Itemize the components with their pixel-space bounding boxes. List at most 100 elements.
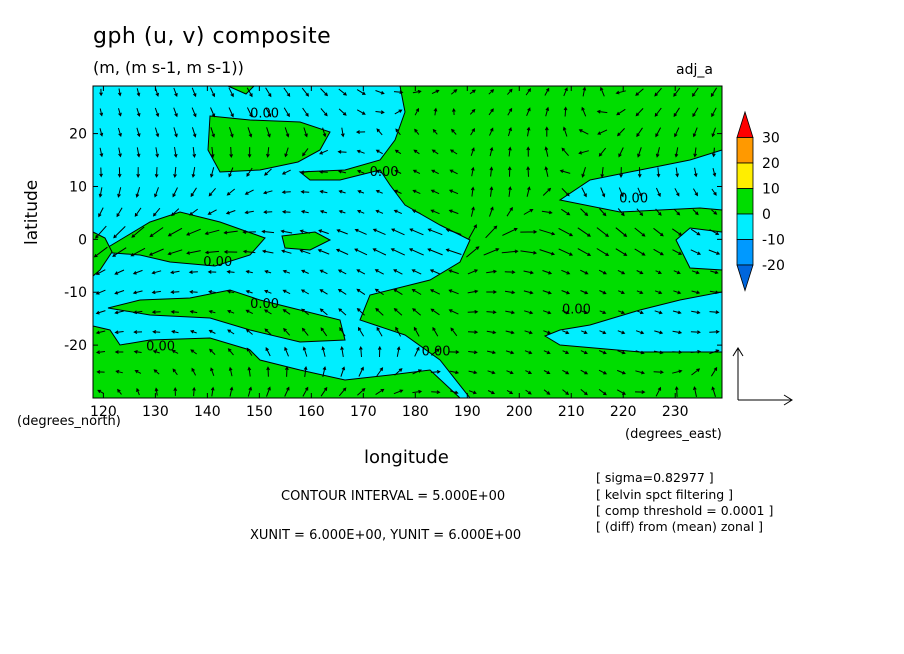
wind-vector — [393, 389, 404, 395]
wind-vector — [173, 166, 177, 179]
wind-vector — [229, 386, 234, 397]
wind-vector — [617, 290, 625, 294]
wind-vector — [264, 168, 272, 176]
wind-vector — [375, 170, 383, 174]
wind-vector — [470, 186, 475, 197]
wind-vector — [523, 290, 534, 295]
wind-vector — [354, 228, 367, 235]
wind-vector — [449, 169, 458, 175]
wind-vector — [561, 208, 571, 216]
wind-vector — [596, 109, 608, 114]
wind-vector — [690, 349, 702, 354]
wind-vector — [711, 147, 716, 158]
wind-vector — [322, 366, 327, 378]
wind-vector — [245, 290, 253, 294]
wind-vector — [653, 350, 664, 355]
wind-vector — [655, 147, 660, 158]
wind-vector — [247, 147, 252, 158]
wind-vector — [375, 307, 384, 316]
wind-vector — [319, 269, 328, 275]
wind-vector — [134, 370, 142, 374]
wind-vector — [711, 188, 717, 196]
wind-vector — [246, 167, 253, 177]
wind-vector — [170, 290, 180, 294]
wind-vector — [375, 388, 385, 396]
wind-vector — [502, 227, 518, 236]
wind-vector — [266, 127, 271, 138]
wind-vector — [692, 209, 699, 216]
y-tick-label: -10 — [64, 285, 87, 301]
wind-vector — [261, 229, 275, 234]
wind-vector — [692, 107, 699, 118]
wind-vector — [247, 127, 253, 138]
wind-vector — [245, 328, 253, 335]
wind-vector — [132, 269, 143, 275]
wind-vector — [412, 189, 421, 195]
reference-vector — [732, 347, 793, 406]
colorbar-segment — [736, 188, 754, 215]
wind-vector — [578, 129, 589, 135]
colorbar-label: 30 — [762, 131, 780, 147]
wind-vector — [448, 189, 459, 195]
wind-vector — [430, 308, 440, 316]
wind-vector — [617, 369, 626, 375]
wind-vector — [636, 208, 644, 217]
wind-vector — [506, 370, 514, 375]
x-axis-label: longitude — [364, 447, 449, 468]
wind-vector — [504, 270, 516, 275]
note-sigma: [ sigma=0.82977 ] — [596, 470, 714, 485]
wind-vector — [208, 329, 216, 334]
wind-vector — [544, 87, 550, 96]
wind-vector — [414, 128, 420, 135]
wind-vector — [448, 289, 459, 295]
wind-vector — [616, 128, 625, 137]
wind-vector — [430, 369, 441, 374]
wind-vector — [520, 250, 538, 255]
wind-vector — [354, 248, 368, 256]
wind-vector — [598, 350, 607, 355]
wind-vector — [189, 208, 199, 216]
wind-vector — [265, 347, 271, 357]
wind-vector — [114, 310, 124, 315]
wind-vector — [99, 147, 104, 158]
x-tick-label: 180 — [402, 404, 429, 420]
wind-vector — [615, 248, 628, 256]
wind-vector — [431, 169, 439, 175]
wind-vector — [264, 328, 272, 336]
wind-vector — [691, 270, 700, 275]
wind-vector — [654, 310, 663, 315]
wind-vector — [450, 390, 459, 395]
wind-vector — [283, 327, 291, 336]
wind-vector — [356, 209, 365, 214]
wind-vector — [655, 270, 662, 274]
wind-vector — [284, 366, 289, 377]
wind-vector — [709, 229, 720, 235]
wind-vector — [508, 146, 512, 157]
wind-vector — [154, 127, 160, 138]
colorbar-label: -10 — [762, 233, 785, 249]
wind-vector — [600, 187, 606, 198]
wind-vector — [708, 249, 721, 255]
wind-vector — [356, 109, 366, 115]
wind-vector — [377, 345, 382, 358]
wind-vector — [264, 270, 272, 274]
wind-vector — [171, 330, 179, 334]
wind-vector — [136, 107, 141, 117]
wind-vector — [524, 310, 534, 315]
wind-vector — [247, 366, 252, 377]
wind-vector — [617, 208, 625, 217]
wind-vector — [505, 330, 515, 335]
wind-vector — [489, 166, 494, 177]
wind-vector — [303, 127, 308, 138]
wind-vector — [634, 390, 646, 394]
wind-vector — [637, 147, 642, 158]
x-tick-label: 150 — [246, 404, 273, 420]
wind-vector — [282, 289, 291, 295]
wind-vector — [394, 109, 403, 115]
wind-vector — [562, 389, 570, 396]
wind-vector — [467, 269, 479, 275]
wind-vector — [636, 290, 644, 294]
wind-vector — [541, 210, 553, 215]
wind-vector — [300, 289, 310, 295]
